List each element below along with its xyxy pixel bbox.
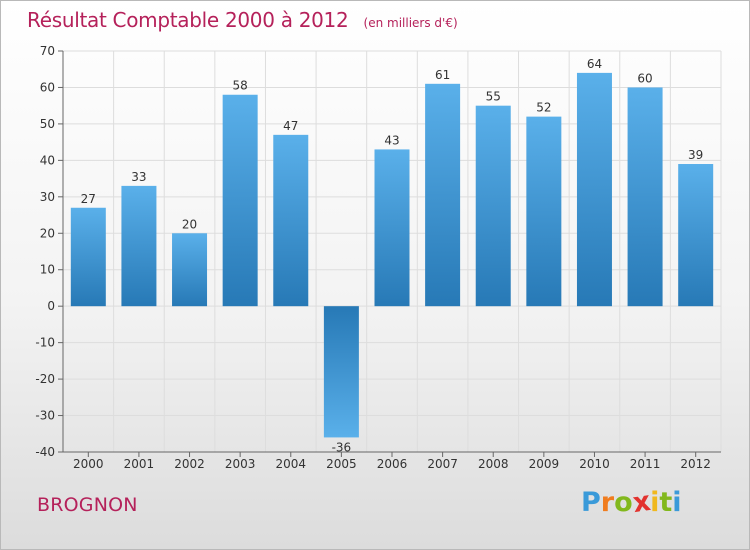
proxiti-logo: Proxiti [581, 485, 682, 520]
y-tick-label: 40 [40, 153, 55, 167]
x-tick-label: 2004 [275, 457, 306, 471]
label-layer: 27 33 20 58 47 -36 43 61 55 52 64 60 39 [81, 57, 704, 455]
y-tick-label: -40 [35, 445, 55, 459]
x-tick-label: 2000 [73, 457, 104, 471]
value-label-2001: 33 [131, 170, 146, 184]
value-label-2002: 20 [182, 217, 197, 231]
y-tick-label: 50 [40, 117, 55, 131]
x-tick-label: 2010 [579, 457, 610, 471]
value-label-2012: 39 [688, 148, 703, 162]
value-label-2008: 55 [486, 90, 501, 104]
chart-subtitle: (en milliers d'€) [363, 16, 458, 30]
y-tick-label: 0 [47, 299, 55, 313]
bar-2000 [70, 207, 106, 307]
commune-name: BROGNON [37, 494, 138, 516]
bar-layer [70, 72, 714, 438]
logo-letter: i [650, 487, 660, 518]
chart-title: Résultat Comptable 2000 à 2012 [27, 8, 349, 32]
title-block: Résultat Comptable 2000 à 2012 (en milli… [27, 8, 458, 32]
y-tick-label: 20 [40, 226, 55, 240]
value-label-2006: 43 [384, 133, 399, 147]
x-tick-label: 2012 [680, 457, 711, 471]
y-tick-label: 30 [40, 190, 55, 204]
logo-letter: i [672, 487, 682, 518]
value-label-2011: 60 [637, 71, 652, 85]
x-tick-label: 2002 [174, 457, 205, 471]
x-tick-label: 2007 [427, 457, 458, 471]
logo-letter: r [600, 487, 615, 518]
logo-letter: o [614, 487, 633, 518]
value-label-2007: 61 [435, 68, 450, 82]
x-tick-label: 2001 [124, 457, 155, 471]
x-tick-label: 2003 [225, 457, 256, 471]
value-label-2004: 47 [283, 119, 298, 133]
y-tick-label: 70 [40, 44, 55, 58]
value-label-2000: 27 [81, 192, 96, 206]
value-label-2003: 58 [233, 79, 248, 93]
logo-letter: P [581, 487, 601, 518]
bar-2004 [273, 134, 309, 307]
bar-2007 [425, 83, 461, 307]
bar-2011 [627, 87, 663, 307]
bar-2005 [323, 306, 359, 438]
value-label-2005: -36 [332, 440, 352, 454]
logo-letter: t [659, 487, 673, 518]
value-label-2010: 64 [587, 57, 602, 71]
bar-2006 [374, 149, 410, 307]
bar-2012 [678, 164, 714, 307]
bar-2008 [475, 105, 511, 307]
logo-letter: x [630, 485, 653, 520]
x-tick-label: 2011 [630, 457, 661, 471]
bar-2001 [121, 185, 157, 307]
y-tick-label: -30 [35, 409, 55, 423]
bar-2009 [526, 116, 562, 307]
value-label-2009: 52 [536, 101, 551, 115]
bar-2002 [172, 233, 208, 307]
x-tick-label: 2009 [529, 457, 560, 471]
bar-2010 [576, 72, 612, 307]
x-tick-label: 2008 [478, 457, 509, 471]
y-tick-label: 10 [40, 263, 55, 277]
axis-layer: -40 -30 -20 -10 0 10 20 30 40 50 60 70 2000 2001 2002 2… [35, 44, 721, 471]
y-tick-label: -10 [35, 336, 55, 350]
bar-2003 [222, 94, 258, 307]
x-tick-label: 2006 [377, 457, 408, 471]
y-tick-label: -20 [35, 372, 55, 386]
x-tick-label: 2005 [326, 457, 357, 471]
y-tick-label: 60 [40, 80, 55, 94]
